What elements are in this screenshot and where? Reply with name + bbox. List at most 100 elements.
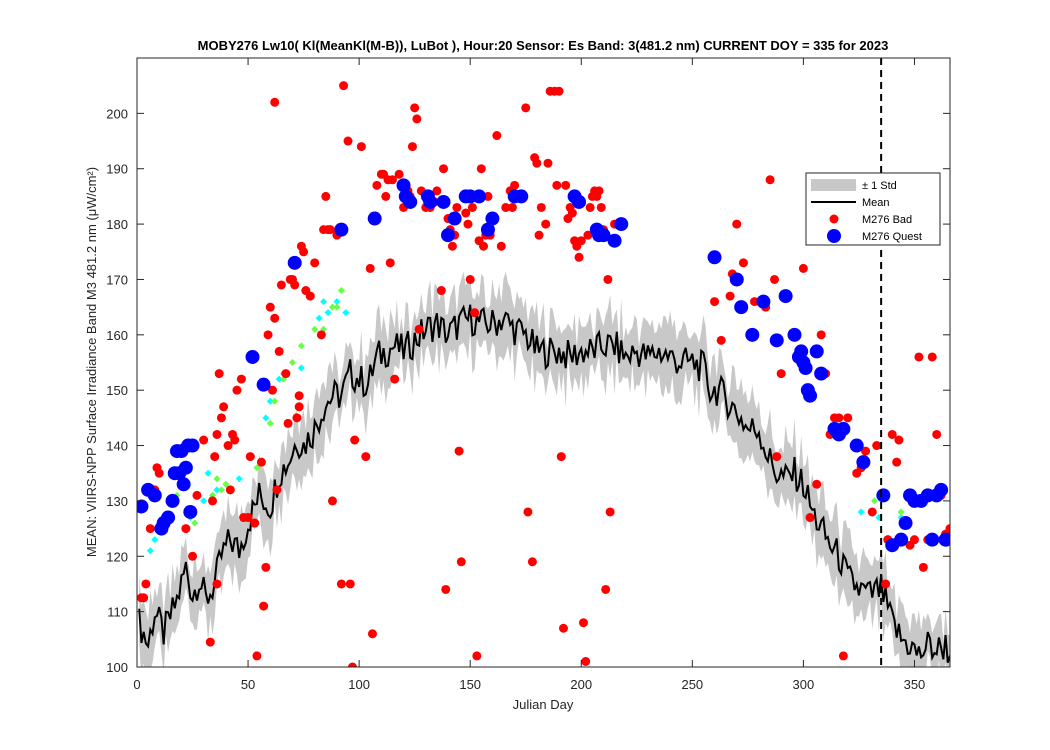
bad-point <box>436 286 446 296</box>
cyan-point <box>333 298 341 306</box>
quest-point <box>803 388 818 403</box>
bad-point <box>521 103 531 113</box>
bad-point <box>816 330 826 340</box>
bad-point <box>385 258 395 268</box>
legend-label: M276 Quest <box>862 231 922 243</box>
bad-point <box>476 164 486 174</box>
quest-point <box>756 294 771 309</box>
quest-point <box>176 477 191 492</box>
bad-point <box>554 86 564 96</box>
bad-point <box>456 557 466 567</box>
quest-point <box>165 493 180 508</box>
quest-point <box>745 327 760 342</box>
bad-point <box>216 413 226 423</box>
bad-point <box>265 302 275 312</box>
bad-point <box>574 252 584 262</box>
y-axis-label: MEAN: VIIRS-NPP Surface Irradiance Band … <box>84 167 99 557</box>
cyan-point <box>320 298 328 306</box>
bad-point <box>270 97 280 107</box>
green-point <box>328 303 336 311</box>
cyan-point <box>266 397 274 405</box>
legend-bad-swatch <box>829 214 839 224</box>
bad-point <box>439 164 449 174</box>
bad-point <box>532 158 542 168</box>
mean-line <box>138 304 950 664</box>
green-point <box>222 480 230 488</box>
bad-point <box>361 452 371 462</box>
green-point <box>870 497 878 505</box>
bad-point <box>798 263 808 273</box>
y-tick-label: 100 <box>106 660 128 675</box>
quest-point <box>769 333 784 348</box>
quest-point <box>734 300 749 315</box>
bad-point <box>750 297 760 307</box>
green-point <box>288 359 296 366</box>
quest-point <box>287 255 302 270</box>
bad-point <box>223 441 233 451</box>
bad-point <box>259 601 269 611</box>
x-axis-label: Julian Day <box>513 697 574 712</box>
bad-point <box>339 81 349 91</box>
bad-point <box>496 241 506 251</box>
bad-point <box>390 374 400 384</box>
bad-point <box>776 369 786 379</box>
x-tick-label: 0 <box>133 677 140 692</box>
quest-point <box>485 211 500 226</box>
bad-point <box>212 579 222 589</box>
quest-point <box>440 228 455 243</box>
green-point <box>897 508 905 516</box>
bad-point <box>605 507 615 517</box>
bad-point <box>561 180 571 190</box>
bad-point <box>272 485 282 495</box>
bad-point <box>536 202 546 212</box>
quest-point <box>729 272 744 287</box>
cyan-point <box>324 309 332 317</box>
quest-point <box>809 344 824 359</box>
legend-label: M276 Bad <box>862 214 912 226</box>
bad-point <box>725 291 735 301</box>
bad-point <box>230 435 240 445</box>
quest-point <box>572 194 587 209</box>
green-point <box>271 397 279 405</box>
green-point <box>191 519 199 527</box>
bad-point <box>356 142 366 152</box>
quest-point <box>147 488 162 503</box>
quest-point <box>472 189 487 204</box>
quest-point <box>778 289 793 304</box>
bad-point <box>914 352 924 362</box>
bad-point <box>299 247 309 257</box>
cyan-point <box>151 536 159 544</box>
bad-point <box>292 413 302 423</box>
bad-point <box>465 274 475 284</box>
bad-point <box>268 385 277 395</box>
green-point <box>266 419 274 427</box>
quest-point <box>607 233 622 248</box>
legend-label: ± 1 Std <box>862 180 897 192</box>
y-tick-label: 180 <box>106 217 128 232</box>
bad-point <box>208 496 218 506</box>
bad-point <box>867 507 877 517</box>
y-tick-label: 190 <box>106 162 128 177</box>
bad-point <box>596 202 606 212</box>
bad-point <box>467 202 477 212</box>
bad-point <box>601 584 611 594</box>
x-tick-label: 250 <box>681 677 703 692</box>
bad-point <box>479 241 489 251</box>
bad-point <box>387 175 397 185</box>
quest-point <box>161 510 176 525</box>
quest-point <box>367 211 382 226</box>
bad-point <box>321 191 331 201</box>
bad-point <box>470 308 480 318</box>
bad-point <box>710 297 720 307</box>
cyan-point <box>200 497 208 505</box>
bad-point <box>534 230 544 240</box>
bad-point <box>932 429 942 439</box>
bad-point <box>276 280 286 290</box>
quest-point <box>396 178 411 193</box>
bad-point <box>205 637 215 647</box>
bad-point <box>414 324 424 334</box>
cyan-point <box>262 414 270 422</box>
green-point <box>297 342 305 350</box>
bad-point <box>483 191 493 201</box>
bad-point <box>256 457 266 467</box>
